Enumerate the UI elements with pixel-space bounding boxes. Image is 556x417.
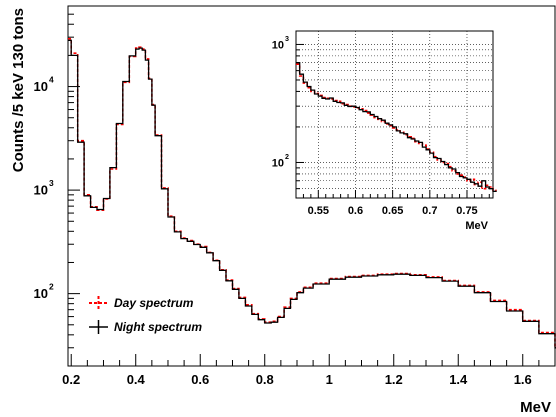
legend-night-label: Night spectrum (114, 320, 202, 334)
main-series-layer (68, 37, 556, 349)
inset-x-axis: 0.55 0.6 0.65 0.7 0.75 (295, 190, 490, 217)
y-tick-exponent: 3 (49, 178, 54, 188)
x-tick-label: 0.6 (348, 205, 363, 217)
y-tick-exponent: 4 (49, 75, 54, 85)
y-tick-exponent: 2 (49, 282, 54, 292)
x-tick-label: 0.2 (62, 372, 80, 387)
y-tick-exponent: 3 (285, 35, 289, 43)
x-tick-label: 0.75 (456, 205, 477, 217)
x-tick-label: 0.7 (422, 205, 437, 217)
x-tick-label: 1.4 (449, 372, 468, 387)
series-line-night (296, 62, 497, 192)
x-tick-label: 0.4 (127, 372, 146, 387)
legend-day-label: Day spectrum (114, 296, 194, 310)
legend-entry-day: Day spectrum (89, 296, 194, 310)
legend: Day spectrum Night spectrum (89, 296, 202, 334)
series-line-night (68, 39, 556, 349)
x-tick-label: 0.6 (191, 372, 209, 387)
y-tick-exponent: 2 (285, 153, 289, 161)
y-tick-label: 10 (34, 286, 48, 301)
legend-entry-night: Night spectrum (89, 320, 202, 334)
y-tick-label: 10 (34, 183, 48, 198)
x-tick-label: 0.8 (256, 372, 274, 387)
x-tick-label: 0.55 (308, 205, 329, 217)
x-tick-label: 1 (326, 372, 333, 387)
x-tick-label: 0.65 (382, 205, 403, 217)
y-tick-label: 10 (34, 79, 48, 94)
y-axis-title: Counts /5 keV 130 tons (10, 8, 27, 172)
main-x-axis: 0.2 0.4 0.6 0.8 1 1.2 1.4 1.6 (62, 354, 556, 387)
x-axis-title: MeV (520, 399, 551, 416)
inset-plot-frame (295, 30, 494, 199)
inset-series-layer (296, 62, 497, 192)
inset-grid (296, 31, 493, 199)
x-tick-label: 1.6 (514, 372, 532, 387)
y-tick-label: 10 (272, 157, 284, 169)
inset-x-axis-title: MeV (465, 220, 488, 232)
y-tick-label: 10 (272, 39, 284, 51)
x-tick-label: 1.2 (385, 372, 403, 387)
